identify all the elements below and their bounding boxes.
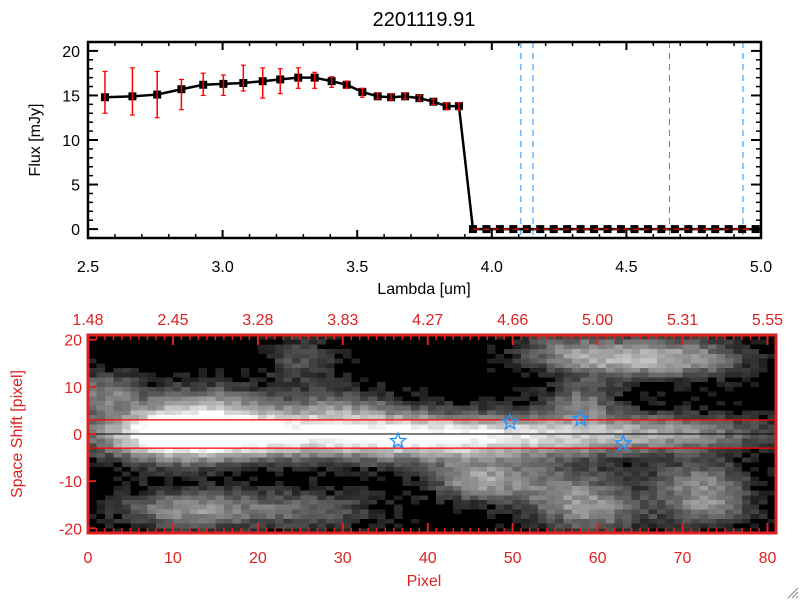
data-point [576, 225, 585, 234]
top-x-tick-label: 2.45 [157, 312, 188, 329]
y-tick-label: 10 [62, 133, 80, 150]
top-x-tick-label: 3.28 [242, 312, 273, 329]
y-tick-label: -10 [59, 474, 82, 491]
x-tick-label: 60 [589, 550, 607, 567]
x-tick-label: 30 [334, 550, 352, 567]
y-tick-label: 20 [64, 333, 82, 350]
y-tick-label: -20 [59, 521, 82, 538]
x-tick-label: 0 [84, 550, 93, 567]
x-tick-label: 4.5 [615, 259, 637, 276]
data-point [738, 225, 747, 234]
data-point [617, 225, 626, 234]
resize-grip-icon[interactable] [787, 587, 799, 599]
top-chart-title: 2201119.91 [373, 9, 476, 31]
y-tick-label: 10 [64, 380, 82, 397]
x-tick-label: 70 [674, 550, 692, 567]
top-plot-frame [86, 40, 763, 240]
y-tick-label: 0 [71, 222, 80, 239]
data-point [657, 225, 666, 234]
top-x-tick-label: 5.55 [752, 312, 783, 329]
x-tick-label: 4.0 [481, 259, 503, 276]
data-point [495, 225, 504, 234]
top-x-tick-label: 4.27 [412, 312, 443, 329]
star-marker [388, 431, 408, 449]
data-point [697, 225, 706, 234]
x-tick-label: 5.0 [750, 259, 772, 276]
y-tick-label: 0 [73, 427, 82, 444]
x-tick-label: 10 [164, 550, 182, 567]
top-x-tick-label: 4.66 [497, 312, 528, 329]
x-tick-label: 3.0 [211, 259, 233, 276]
top-x-tick-label: 5.31 [667, 312, 698, 329]
x-tick-label: 80 [759, 550, 777, 567]
bottom-ylabel: Space Shift [pixel] [9, 370, 26, 498]
star-marker [500, 412, 520, 431]
y-tick-label: 15 [62, 88, 80, 105]
x-tick-label: 2.5 [77, 259, 99, 276]
y-tick-label: 20 [62, 44, 80, 61]
star-marker [613, 433, 633, 452]
top-ylabel: Flux [mJy] [27, 104, 44, 177]
data-point [536, 225, 545, 234]
top-x-tick-label: 5.00 [582, 312, 613, 329]
top-xlabel: Lambda [um] [377, 281, 470, 298]
top-x-tick-label: 3.83 [327, 312, 358, 329]
x-tick-label: 20 [249, 550, 267, 567]
x-tick-label: 50 [504, 550, 522, 567]
top-x-tick-label: 1.48 [72, 312, 103, 329]
bottom-xlabel: Pixel [407, 573, 442, 590]
y-tick-label: 5 [71, 178, 80, 195]
x-tick-label: 3.5 [346, 259, 368, 276]
star-marker [571, 409, 591, 427]
x-tick-label: 40 [419, 550, 437, 567]
